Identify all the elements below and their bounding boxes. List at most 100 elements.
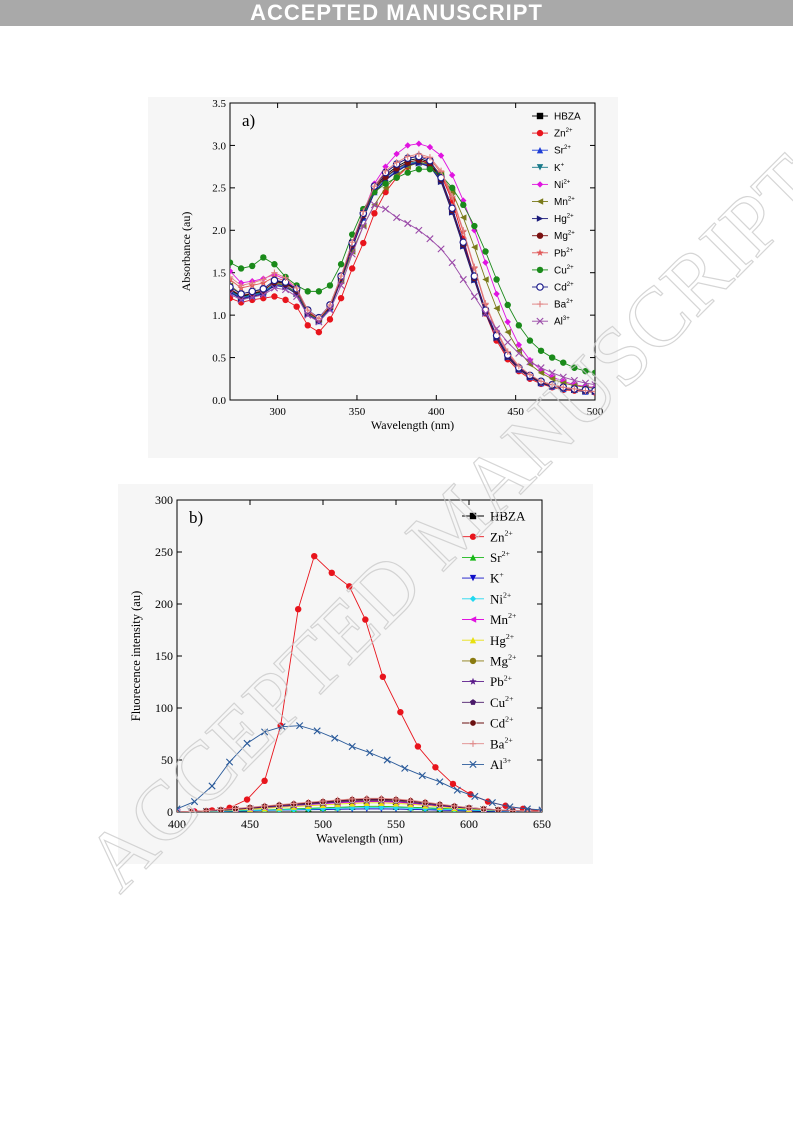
data-point-ni [448,171,456,179]
data-point-ba [237,282,245,289]
series-line-zn [177,555,542,812]
legend-marker [469,554,477,561]
data-point-pb [230,275,234,283]
data-point-ba [337,272,345,280]
data-point-al [591,381,595,389]
data-point-ba [426,154,434,161]
data-point-cu [548,354,556,361]
data-point-al [248,293,256,301]
data-point-ba [217,806,224,812]
data-point-ni [382,163,389,170]
legend-item-mn: Mn2+ [462,611,517,627]
legend-label-charge: 2+ [504,528,513,537]
data-point-al [259,291,267,299]
data-point-cu [271,261,278,268]
plot-frame [176,499,543,813]
legend-label-charge: 2+ [508,653,517,662]
data-point-ni [493,290,500,298]
legend-label: Ni2+ [554,179,571,191]
data-point-zn [379,673,387,680]
legend-marker [536,266,544,274]
legend-label: Hg2+ [554,214,574,226]
data-point-zn [315,328,323,336]
data-point-cu [382,180,389,187]
data-point-al [243,739,251,747]
data-point-al [313,727,321,735]
y-tick-label: 200 [155,597,173,611]
legend-label-name: Hg [490,633,506,648]
legend: HBZAZn2+Sr2+K+Ni2+Mn2+Hg2+Mg2+Pb2+Cu2+Cd… [462,509,526,772]
data-point-ba [382,167,389,175]
data-point-zn [243,796,251,803]
legend-item-al: Al3+ [532,316,570,328]
data-point-al [261,728,269,736]
data-point-ba [271,269,278,276]
y-tick-label: 1.5 [212,268,226,280]
legend-marker [536,300,544,308]
data-point-al [570,376,578,385]
legend-label-charge: 2+ [566,299,573,305]
x-axis-label: Wavelength (nm) [316,832,403,846]
y-tick-label: 150 [155,649,173,663]
data-point-zn [346,583,353,590]
legend-label: Sr2+ [490,549,510,565]
x-tick-label: 450 [241,817,259,831]
legend-label-charge: 2+ [503,591,512,600]
y-tick-label: 0 [167,805,173,819]
y-tick-label: 0.5 [212,352,226,364]
legend-item-cu: Cu2+ [462,694,514,710]
series-mn [230,159,595,391]
data-point-cu [571,364,578,371]
data-point-al [293,292,301,301]
legend-marker [469,533,477,540]
legend-label-name: Pb [554,248,567,259]
data-point-al [537,364,545,372]
x-tick-label: 600 [460,817,478,831]
data-point-zn [360,239,367,247]
data-point-ni [393,150,400,158]
legend-label-charge: + [561,162,565,168]
data-point-ba [260,276,267,283]
data-point-cu [337,261,345,268]
legend-label: HBZA [554,112,581,123]
data-point-ba [480,805,487,812]
data-point-zn [414,743,422,750]
data-point-ba [471,263,478,270]
legend-marker [469,637,477,644]
banner-text: ACCEPTED MANUSCRIPT [250,0,543,25]
data-point-al [471,792,479,800]
data-point-zn [282,296,289,304]
legend-label-name: Cu [554,265,567,276]
data-point-ba [591,388,595,395]
data-point-cu [237,265,245,272]
data-point-ba [537,378,545,385]
data-point-al [208,782,216,790]
x-axis-label: Wavelength (nm) [371,418,454,432]
legend-label-charge: 3+ [503,756,512,765]
legend-marker [469,616,477,623]
legend-label: Sr2+ [554,145,571,157]
series-line-cd [230,155,595,392]
data-point-ba [465,804,473,811]
data-point-ba [319,797,327,805]
data-point-zn [371,210,378,217]
data-point-ba [460,227,467,234]
data-point-ba [509,807,516,812]
data-point-cu [515,322,523,329]
data-point-al [418,772,426,780]
legend-marker [536,164,544,171]
legend-item-mn: Mn2+ [532,197,575,208]
chart-a-panel: 300 350 400 450 500 0.0 0.5 1.0 1.5 2.0 2.5 3.0 3.5 W… [148,97,618,458]
data-point-ba [515,362,523,370]
legend-marker [536,147,544,154]
data-point-ba [448,193,456,200]
x-tick-label: 500 [314,817,332,831]
data-point-mn [471,244,478,251]
data-point-cu [404,169,411,176]
legend-label: Cu2+ [554,265,574,277]
legend-label-name: Cu [490,695,506,710]
data-point-mn [537,369,545,377]
legend-label: Cu2+ [490,694,514,710]
data-point-cu [426,165,434,173]
legend-label-name: Sr [554,146,565,157]
